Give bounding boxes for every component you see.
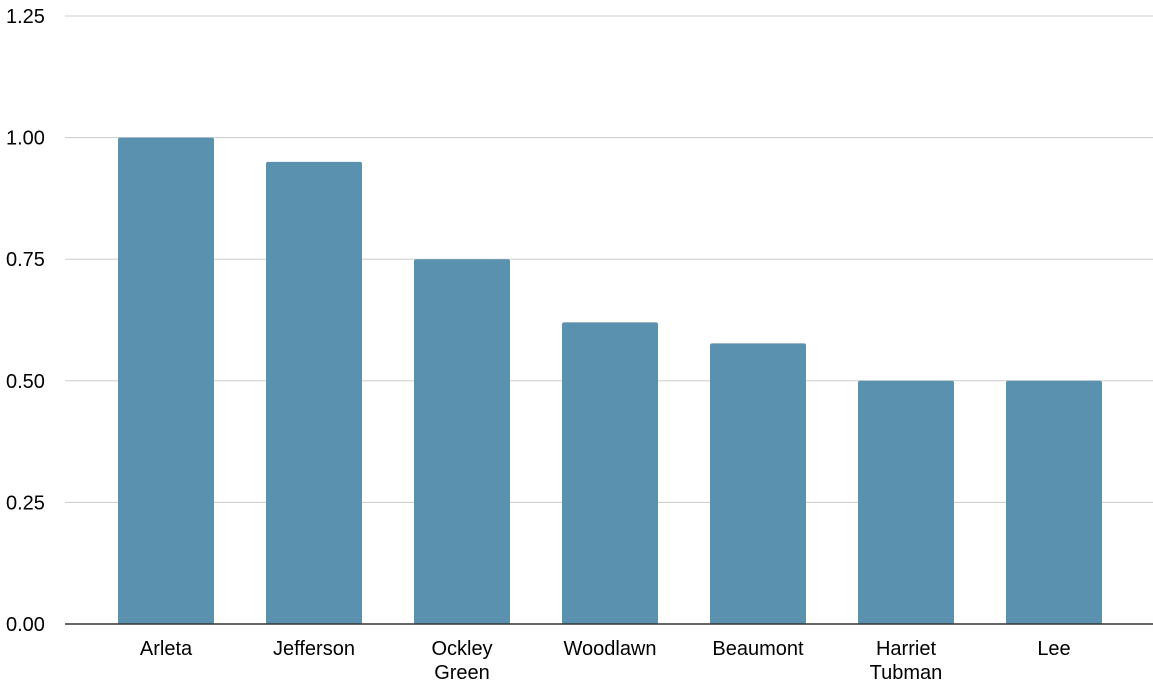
bar	[562, 322, 658, 624]
bar	[266, 161, 362, 625]
y-tick-label: 0.25	[6, 492, 45, 514]
x-category-label: Ockley	[431, 638, 492, 660]
y-tick-label: 0.50	[6, 371, 45, 393]
bar	[118, 137, 214, 624]
x-category-label: Woodlawn	[563, 638, 656, 660]
x-category-label: Jefferson	[273, 638, 355, 660]
bar	[858, 380, 954, 624]
y-axis-tick-labels: 0.00 0.25 0.50 0.75 1.00 1.25	[6, 6, 45, 636]
bars	[118, 137, 1102, 625]
x-category-label: Arleta	[140, 638, 193, 660]
y-tick-label: 0.75	[6, 249, 45, 271]
y-tick-label: 1.25	[6, 6, 45, 28]
x-category-label: Harriet	[876, 638, 936, 660]
x-category-label: Green	[434, 662, 490, 682]
y-tick-label: 1.00	[6, 128, 45, 150]
bar	[1006, 380, 1102, 624]
gridlines	[65, 15, 1153, 503]
x-category-label: Lee	[1037, 638, 1070, 660]
x-category-label: Tubman	[870, 662, 943, 682]
x-category-label: Beaumont	[712, 638, 804, 660]
bar	[710, 343, 806, 624]
y-tick-label: 0.00	[6, 614, 45, 636]
bar	[414, 259, 510, 624]
